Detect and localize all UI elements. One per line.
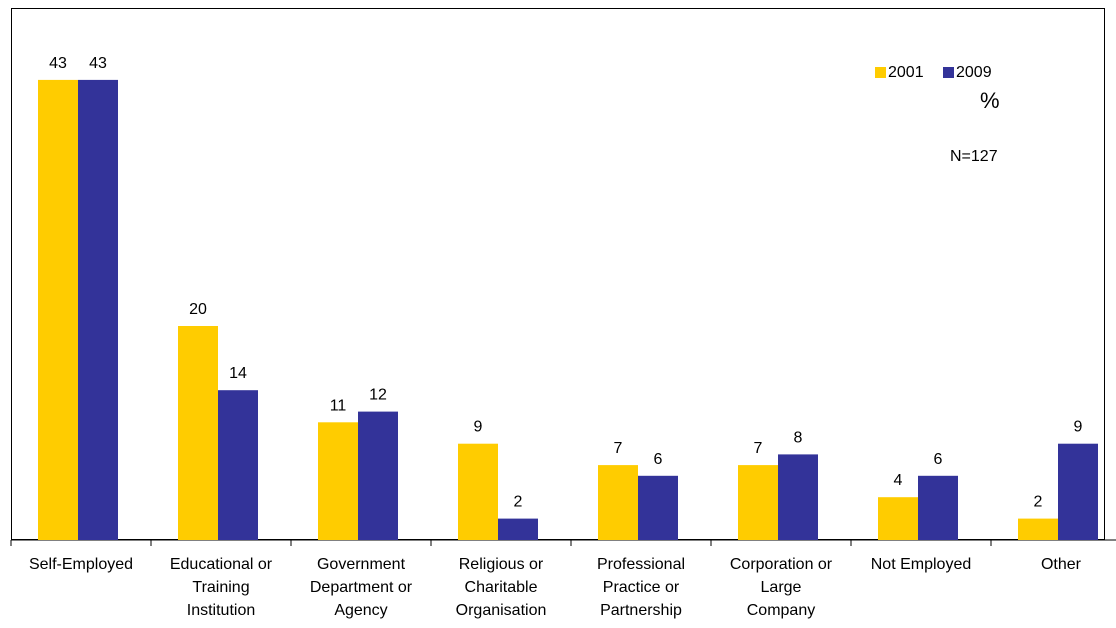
- data-label-2009: 14: [229, 365, 247, 382]
- data-label-2001: 20: [189, 301, 207, 318]
- data-label-2009: 2: [514, 494, 523, 511]
- bar-2009: [358, 411, 398, 540]
- data-label-2001: 11: [330, 397, 347, 414]
- category-label: Corporation or Large Company: [729, 556, 833, 619]
- legend-label-2001: 2001: [888, 64, 924, 81]
- bar-2001: [178, 326, 218, 540]
- bar-2001: [318, 422, 358, 540]
- category-label: Educational or Training Institution: [169, 556, 273, 619]
- bar-2001: [38, 79, 78, 541]
- data-label-2009: 6: [654, 451, 663, 468]
- legend-label-2009: 2009: [956, 64, 992, 81]
- data-label-2001: 4: [894, 472, 903, 489]
- legend-swatch-2001: [875, 67, 886, 78]
- data-label-2009: 43: [89, 55, 107, 72]
- unit-label: %: [980, 88, 1000, 113]
- bar-2001: [878, 497, 918, 540]
- category-label: Religious or Charitable Organisation: [455, 556, 547, 619]
- bar-2009: [638, 475, 678, 540]
- bar-2009: [918, 475, 958, 540]
- category-label: Other: [1040, 556, 1081, 573]
- category-label: Professional Practice or Partnership: [596, 556, 686, 619]
- data-label-2009: 8: [794, 429, 803, 446]
- data-label-2009: 6: [934, 451, 943, 468]
- legend-swatch-2009: [943, 67, 954, 78]
- data-label-2001: 7: [754, 440, 763, 457]
- category-label: Government Department or Agency: [309, 556, 413, 619]
- legend-item-2009: 2009: [943, 64, 992, 82]
- bar-2001: [1018, 518, 1058, 540]
- data-label-2001: 43: [49, 55, 67, 72]
- sample-size-note: N=127: [950, 148, 998, 165]
- legend-item-2001: 2001: [875, 64, 924, 82]
- bar-2009: [498, 518, 538, 540]
- data-label-2001: 7: [614, 440, 623, 457]
- category-label: Not Employed: [870, 556, 972, 573]
- bar-2009: [1058, 443, 1098, 540]
- bar-2009: [218, 390, 258, 540]
- category-label: Self-Employed: [28, 556, 134, 573]
- bar-2009: [778, 454, 818, 540]
- bar-2001: [738, 465, 778, 540]
- data-label-2009: 12: [369, 387, 387, 404]
- bar-2001: [458, 443, 498, 540]
- data-label-2009: 9: [1074, 419, 1083, 436]
- bar-2001: [598, 465, 638, 540]
- bar-2009: [78, 79, 118, 541]
- data-label-2001: 9: [474, 419, 483, 436]
- data-label-2001: 2: [1034, 494, 1043, 511]
